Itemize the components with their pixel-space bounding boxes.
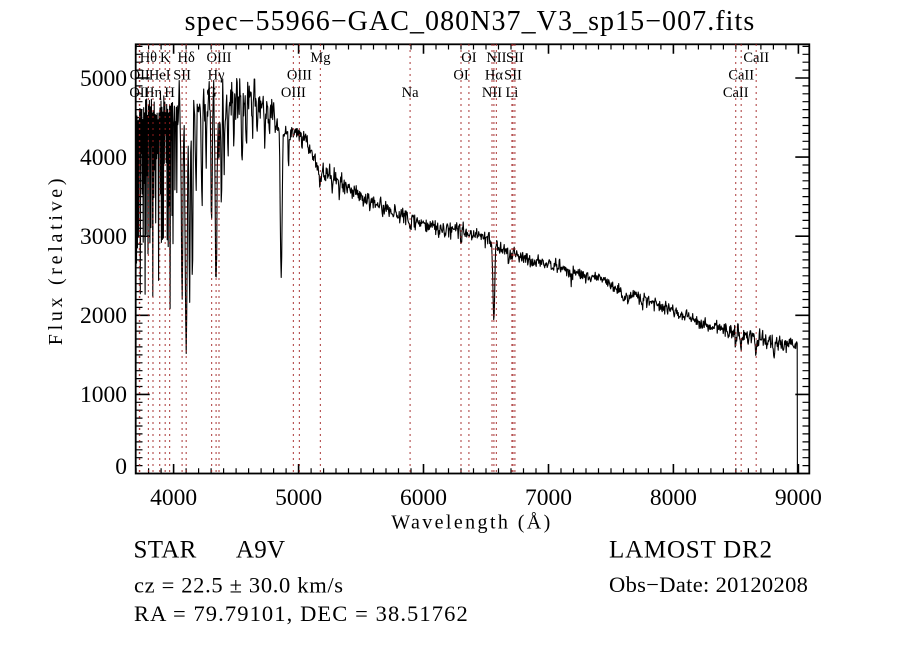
svg-text:G: G: [206, 85, 217, 101]
svg-text:Mg: Mg: [310, 50, 330, 66]
svg-text:5000: 5000: [80, 66, 127, 92]
svg-text:OIII: OIII: [281, 85, 306, 101]
svg-text:Obs−Date: 20120208: Obs−Date: 20120208: [609, 572, 808, 597]
svg-text:Hγ: Hγ: [208, 68, 225, 84]
svg-text:3000: 3000: [80, 224, 127, 250]
svg-text:Hα: Hα: [485, 68, 503, 84]
svg-text:LAMOST DR2: LAMOST DR2: [609, 536, 773, 563]
svg-text:OIII: OIII: [287, 68, 312, 84]
svg-text:CaII: CaII: [743, 50, 769, 66]
svg-text:HeI: HeI: [149, 68, 171, 84]
svg-text:1000: 1000: [80, 382, 127, 408]
svg-text:H: H: [164, 85, 175, 101]
svg-text:OI: OI: [461, 50, 476, 66]
svg-text:spec−55966−GAC_080N37_V3_sp15−: spec−55966−GAC_080N37_V3_sp15−007.fits: [185, 6, 756, 37]
svg-text:0: 0: [115, 454, 127, 480]
svg-text:NII: NII: [486, 50, 506, 66]
svg-text:K: K: [160, 50, 171, 66]
svg-text:Wavelength (Å): Wavelength (Å): [391, 512, 552, 534]
svg-text:4000: 4000: [80, 145, 127, 171]
svg-text:Li: Li: [505, 85, 518, 101]
svg-text:OII: OII: [130, 68, 150, 84]
svg-text:5000: 5000: [275, 485, 322, 511]
svg-text:Hθ: Hθ: [140, 50, 157, 66]
svg-text:Hη: Hη: [144, 85, 162, 101]
svg-text:OII: OII: [129, 85, 149, 101]
svg-text:7000: 7000: [525, 485, 572, 511]
svg-text:NII: NII: [482, 85, 502, 101]
svg-text:2000: 2000: [80, 303, 127, 329]
svg-text:6000: 6000: [400, 485, 447, 511]
svg-text:CaII: CaII: [723, 85, 749, 101]
svg-text:4000: 4000: [150, 485, 197, 511]
svg-text:Flux (relative): Flux (relative): [45, 175, 67, 345]
svg-text:CaII: CaII: [728, 68, 754, 84]
svg-text:Na: Na: [402, 85, 419, 101]
svg-text:SII: SII: [506, 50, 524, 66]
svg-text:8000: 8000: [650, 485, 697, 511]
svg-text:OI: OI: [453, 68, 468, 84]
svg-text:9000: 9000: [775, 485, 822, 511]
svg-text:Hδ: Hδ: [178, 50, 195, 66]
svg-text:STAR A9V: STAR A9V: [134, 536, 286, 563]
svg-text:OIII: OIII: [207, 50, 232, 66]
svg-text:cz = 22.5 ± 30.0 km/s: cz = 22.5 ± 30.0 km/s: [134, 572, 344, 597]
svg-text:RA = 79.79101, DEC = 38.5176: RA = 79.79101, DEC = 38.51762: [134, 601, 469, 626]
svg-text:SII: SII: [173, 68, 191, 84]
svg-text:SII: SII: [504, 68, 522, 84]
